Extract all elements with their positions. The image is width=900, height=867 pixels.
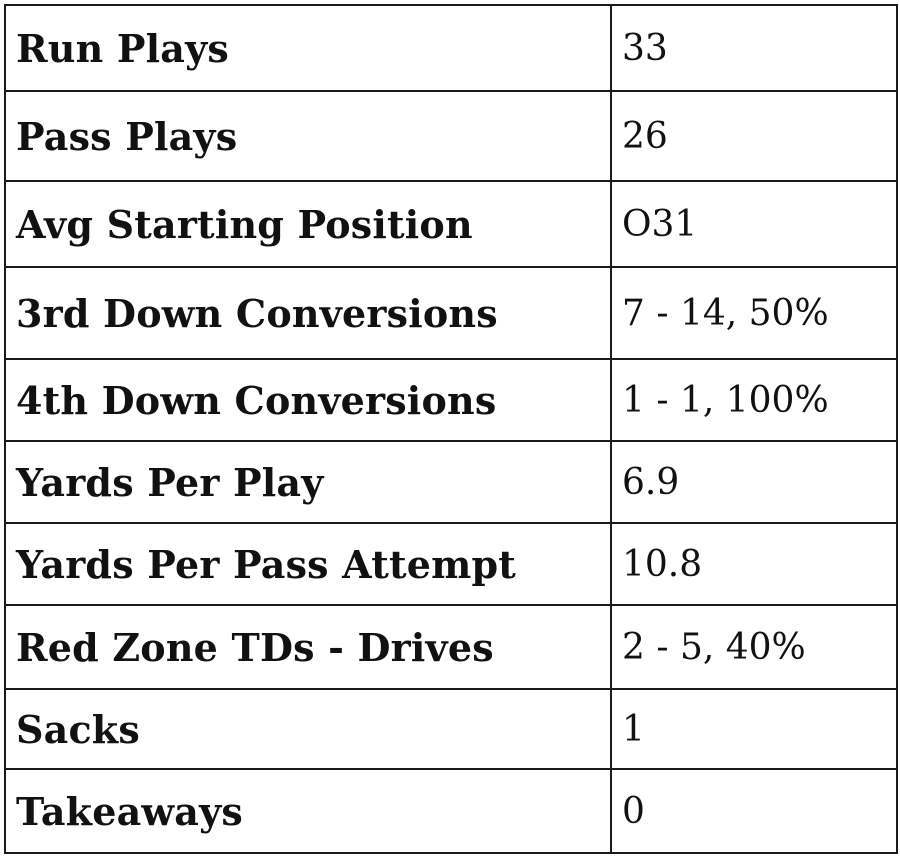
table-row: 4th Down Conversions 1 - 1, 100% <box>4 358 898 442</box>
table-row: Red Zone TDs - Drives 2 - 5, 40% <box>4 604 898 690</box>
stat-value: 7 - 14, 50% <box>610 266 898 360</box>
stat-label: Sacks <box>4 688 612 770</box>
stats-table: Run Plays 33 Pass Plays 26 Avg Starting … <box>4 4 898 854</box>
stats-table-body: Run Plays 33 Pass Plays 26 Avg Starting … <box>4 4 898 854</box>
table-row: Sacks 1 <box>4 688 898 770</box>
stat-value: 1 <box>610 688 898 770</box>
stat-label: 4th Down Conversions <box>4 358 612 442</box>
stat-value: O31 <box>610 180 898 268</box>
table-row: Yards Per Pass Attempt 10.8 <box>4 522 898 606</box>
stat-value: 0 <box>610 768 898 854</box>
stat-label: Pass Plays <box>4 90 612 182</box>
table-row: Avg Starting Position O31 <box>4 180 898 268</box>
stat-label: Run Plays <box>4 4 612 92</box>
stat-value: 2 - 5, 40% <box>610 604 898 690</box>
stat-value: 6.9 <box>610 440 898 524</box>
stat-value: 33 <box>610 4 898 92</box>
table-row: Run Plays 33 <box>4 4 898 92</box>
stat-label: Avg Starting Position <box>4 180 612 268</box>
table-row: Pass Plays 26 <box>4 90 898 182</box>
stat-label: 3rd Down Conversions <box>4 266 612 360</box>
table-row: 3rd Down Conversions 7 - 14, 50% <box>4 266 898 360</box>
table-row: Takeaways 0 <box>4 768 898 854</box>
stat-label: Red Zone TDs - Drives <box>4 604 612 690</box>
stat-label: Yards Per Play <box>4 440 612 524</box>
stat-value: 10.8 <box>610 522 898 606</box>
stat-label: Takeaways <box>4 768 612 854</box>
stat-value: 26 <box>610 90 898 182</box>
stat-label: Yards Per Pass Attempt <box>4 522 612 606</box>
stat-value: 1 - 1, 100% <box>610 358 898 442</box>
table-row: Yards Per Play 6.9 <box>4 440 898 524</box>
